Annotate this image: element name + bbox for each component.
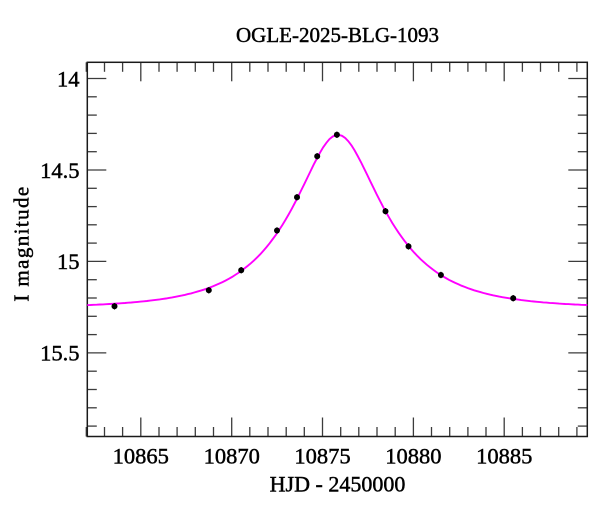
svg-text:10880: 10880 [385,443,441,468]
svg-text:10885: 10885 [476,443,532,468]
svg-text:10870: 10870 [204,443,260,468]
svg-text:15.5: 15.5 [40,341,79,366]
svg-text:OGLE-2025-BLG-1093: OGLE-2025-BLG-1093 [236,23,439,47]
svg-text:I magnitude: I magnitude [10,185,34,301]
svg-text:15: 15 [57,249,80,274]
svg-text:HJD - 2450000: HJD - 2450000 [270,472,406,497]
svg-text:14: 14 [57,66,80,91]
svg-text:10865: 10865 [113,443,169,468]
svg-text:14.5: 14.5 [40,158,79,183]
svg-text:10875: 10875 [294,443,350,468]
